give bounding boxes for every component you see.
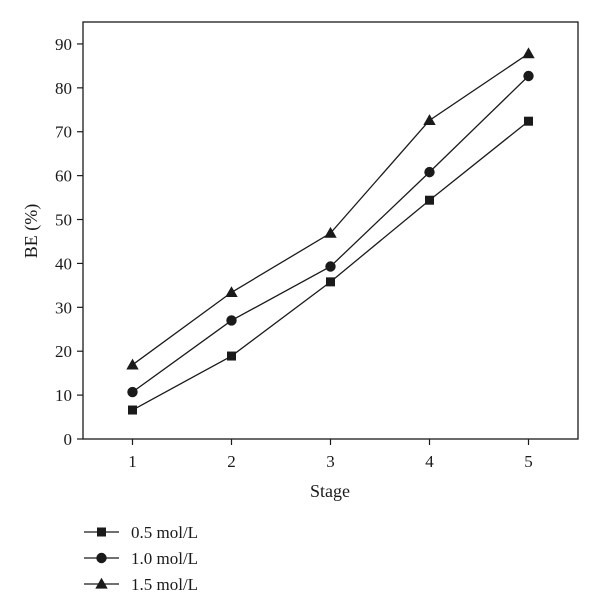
legend: 0.5 mol/L 1.0 mol/L 1.5 mol/L [84,523,198,594]
data-point-triangle [324,226,337,238]
legend-marker-circle [96,552,107,564]
y-tick-label: 60 [55,167,72,186]
x-tick-label: 4 [425,452,434,471]
y-axis-title: BE (%) [21,204,42,258]
data-point-square [524,116,533,126]
data-point-circle [226,315,237,326]
x-tick-label: 5 [524,452,533,471]
y-tick-label: 90 [55,35,72,54]
data-point-triangle [522,47,535,59]
series-line [132,53,529,366]
legend-item: 1.5 mol/L [84,575,198,594]
legend-item: 1.0 mol/L [84,549,198,568]
data-point-square [128,405,137,415]
legend-label: 1.5 mol/L [131,575,198,594]
y-tick-label: 40 [55,254,72,273]
y-tick-label: 30 [55,298,72,317]
data-point-triangle [126,358,139,370]
series-1-5-mol-l [126,47,535,370]
data-point-square [326,277,335,287]
series-1-0-mol-l [127,70,534,398]
y-tick-label: 0 [64,430,73,449]
data-point-circle [424,166,435,178]
x-tick-label: 1 [128,452,137,471]
legend-marker-triangle [95,577,108,589]
y-tick-label: 70 [55,123,72,142]
legend-item: 0.5 mol/L [84,523,198,542]
series-layer [126,47,535,415]
x-tick-label: 2 [227,452,236,471]
data-point-circle [127,386,138,398]
legend-label: 0.5 mol/L [131,523,198,542]
data-point-square [425,195,434,205]
y-tick-label: 50 [55,211,72,230]
axes: 0 10 20 30 40 50 60 70 80 90 1 2 3 4 5 [55,21,579,471]
data-point-triangle [225,286,238,298]
y-tick-label: 10 [55,386,72,405]
series-0-5-mol-l [128,116,533,415]
data-point-square [227,351,236,361]
data-point-circle [523,70,534,82]
x-tick-label: 3 [326,452,335,471]
legend-label: 1.0 mol/L [131,549,198,568]
legend-marker-square [97,527,106,537]
data-point-triangle [423,114,436,125]
y-tick-label: 80 [55,79,72,98]
data-point-circle [325,261,336,272]
x-axis-title: Stage [310,481,350,501]
y-tick-label: 20 [55,342,72,361]
